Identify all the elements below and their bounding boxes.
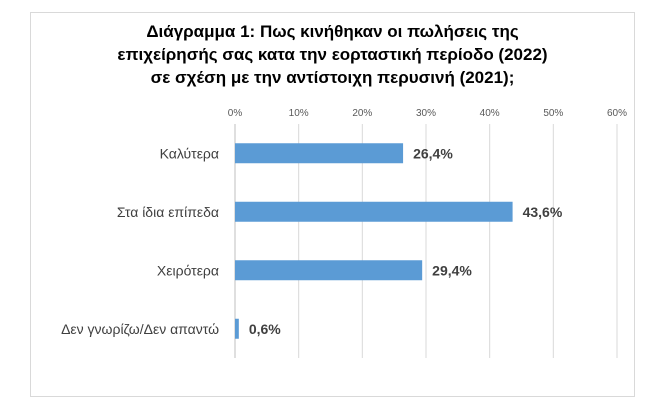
data-label: 0,6% [249, 321, 281, 337]
category-label: Στα ίδια επίπεδα [117, 204, 219, 220]
x-tick-label: 10% [289, 108, 309, 119]
data-label: 29,4% [432, 262, 472, 278]
x-tick-label: 40% [480, 108, 500, 119]
value-labels: 26,4% 43,6% 29,4% 0,6% [249, 145, 563, 337]
chart-title: Διάγραμμα 1: Πως κινήθηκαν οι πωλήσεις τ… [0, 20, 665, 89]
data-label: 43,6% [523, 204, 563, 220]
x-tick-label: 60% [607, 108, 627, 119]
category-labels: Καλύτερα Στα ίδια επίπεδα Χειρότερα Δεν γνω… [61, 145, 219, 337]
x-tick-label: 50% [543, 108, 563, 119]
x-tick-label: 20% [352, 108, 372, 119]
bar [235, 318, 239, 339]
bar [235, 143, 404, 164]
bars [235, 143, 513, 339]
chart-title-line-2: επιχείρησής σας κατα την εορταστική περί… [117, 45, 548, 64]
category-label: Καλύτερα [160, 145, 219, 161]
data-label: 26,4% [413, 145, 453, 161]
category-label: Χειρότερα [157, 262, 219, 278]
chart-title-line-3: σε σχέση με την αντίστοιχη περυσινή (202… [150, 68, 515, 87]
x-tick-label: 30% [416, 108, 436, 119]
chart-title-line-1: Διάγραμμα 1: Πως κινήθηκαν οι πωλήσεις τ… [146, 22, 519, 41]
gridlines [298, 124, 618, 358]
category-label: Δεν γνωρίζω/Δεν απαντώ [61, 321, 219, 337]
x-tick-label: 0% [228, 108, 243, 119]
bar [235, 201, 513, 222]
bar [235, 260, 423, 281]
x-axis-ticks: 0% 10% 20% 30% 40% 50% 60% [228, 108, 627, 119]
